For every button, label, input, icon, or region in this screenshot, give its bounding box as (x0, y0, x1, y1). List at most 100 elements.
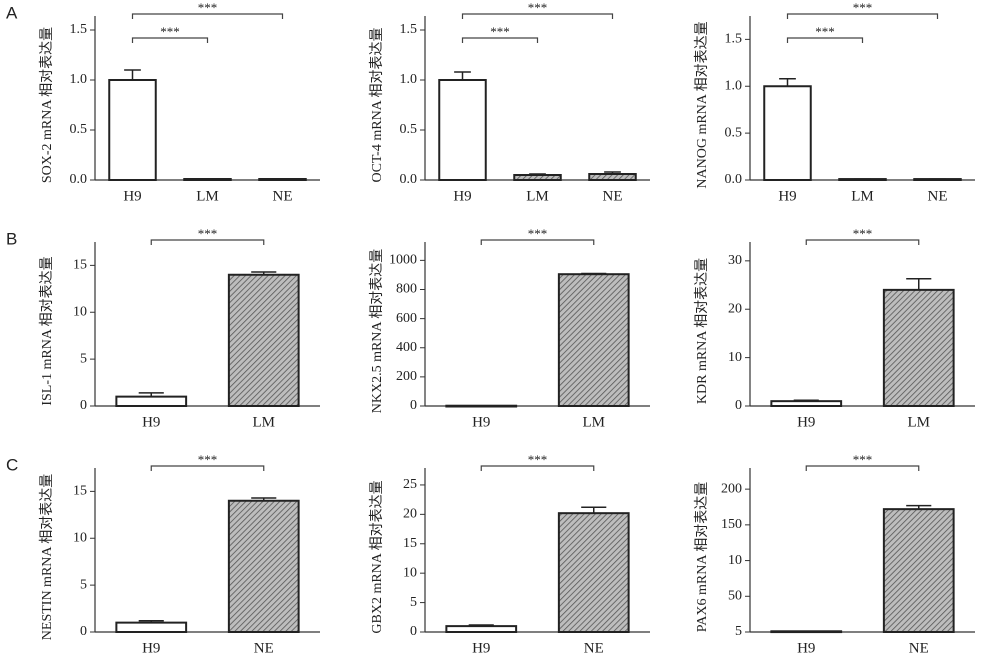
significance-bracket (805, 239, 920, 245)
y-tick-label: 10 (73, 530, 87, 545)
y-tick-label: 15 (73, 258, 87, 273)
y-tick-label: 10 (728, 350, 742, 365)
bar (108, 79, 157, 181)
y-tick-label: 5 (735, 624, 742, 639)
y-tick-label: 20 (403, 507, 417, 522)
significance-label: *** (853, 226, 873, 241)
y-tick-label: 50 (728, 589, 742, 604)
y-tick-label: 800 (396, 282, 417, 297)
bar (882, 508, 955, 633)
y-tick-label: 15 (73, 484, 87, 499)
bar (445, 404, 518, 408)
y-tick-label: 0.0 (400, 172, 418, 187)
x-tick-label: LM (583, 414, 606, 430)
bar (770, 630, 843, 634)
x-tick-label: NE (584, 640, 604, 656)
y-tick-label: 200 (721, 481, 742, 496)
y-tick-label: 0.5 (400, 122, 418, 137)
y-tick-label: 10 (403, 565, 417, 580)
y-tick-label: 5 (80, 577, 87, 592)
y-tick-label: 1.5 (725, 32, 743, 47)
x-tick-label: NE (603, 188, 623, 204)
y-axis-label: SOX-2 mRNA 相对表达量 (39, 27, 55, 183)
panel-label: A (6, 3, 18, 22)
y-tick-label: 1.0 (400, 72, 418, 87)
significance-label: *** (528, 452, 548, 467)
bar (513, 174, 562, 181)
x-tick-label: H9 (797, 414, 815, 430)
y-tick-label: 1.5 (400, 22, 418, 37)
bar (258, 178, 307, 181)
y-tick-label: 0 (80, 624, 87, 639)
y-axis-label: NKX2.5 mRNA 相对表达量 (369, 249, 385, 414)
panel-label: B (6, 229, 17, 248)
bar (557, 273, 630, 407)
y-tick-label: 400 (396, 340, 417, 355)
bar (227, 499, 300, 633)
x-tick-label: H9 (797, 640, 815, 656)
bar (588, 173, 637, 181)
significance-bracket (461, 37, 539, 43)
y-tick-label: 1.5 (70, 22, 88, 37)
y-tick-label: 200 (396, 369, 417, 384)
significance-bracket (480, 465, 595, 471)
significance-bracket (150, 239, 265, 245)
bar (115, 395, 188, 407)
y-tick-label: 10 (728, 553, 742, 568)
significance-label: *** (853, 452, 873, 467)
significance-bracket (150, 465, 265, 471)
bar (770, 400, 843, 407)
significance-bracket (786, 13, 939, 19)
bar (438, 79, 487, 181)
y-tick-label: 20 (728, 301, 742, 316)
y-tick-label: 150 (721, 517, 742, 532)
bar (557, 512, 630, 633)
significance-label: *** (853, 0, 873, 15)
y-tick-label: 1.0 (70, 72, 88, 87)
x-tick-label: NE (254, 640, 274, 656)
x-tick-label: H9 (142, 414, 160, 430)
significance-label: *** (490, 24, 510, 39)
x-tick-label: LM (253, 414, 276, 430)
y-tick-label: 0 (410, 624, 417, 639)
x-tick-label: LM (908, 414, 931, 430)
x-tick-label: H9 (778, 188, 796, 204)
significance-label: *** (198, 226, 218, 241)
y-tick-label: 30 (728, 253, 742, 268)
y-tick-label: 1000 (389, 253, 417, 268)
y-tick-label: 600 (396, 311, 417, 326)
bar (913, 178, 962, 181)
significance-bracket (786, 37, 864, 43)
x-tick-label: NE (928, 188, 948, 204)
x-tick-label: H9 (142, 640, 160, 656)
bar (227, 273, 300, 407)
significance-bracket (480, 239, 595, 245)
y-axis-label: OCT-4 mRNA 相对表达量 (369, 27, 385, 182)
x-tick-label: H9 (472, 640, 490, 656)
significance-bracket (805, 465, 920, 471)
y-tick-label: 0.5 (70, 122, 88, 137)
y-tick-label: 10 (73, 304, 87, 319)
y-tick-label: 0.0 (725, 172, 743, 187)
significance-label: *** (198, 452, 218, 467)
y-axis-label: NANOG mRNA 相对表达量 (694, 21, 710, 188)
y-axis-label: KDR mRNA 相对表达量 (694, 258, 710, 404)
significance-bracket (461, 13, 614, 19)
significance-label: *** (528, 226, 548, 241)
significance-label: *** (815, 24, 835, 39)
y-axis-label: NESTIN mRNA 相对表达量 (39, 474, 55, 640)
x-tick-label: NE (273, 188, 293, 204)
y-axis-label: PAX6 mRNA 相对表达量 (694, 482, 710, 632)
significance-label: *** (198, 0, 218, 15)
y-tick-label: 0 (410, 398, 417, 413)
panel-label: C (6, 455, 18, 474)
significance-bracket (131, 37, 209, 43)
bar (183, 178, 232, 181)
significance-bracket (131, 13, 284, 19)
x-tick-label: H9 (123, 188, 141, 204)
y-axis-label: GBX2 mRNA 相对表达量 (369, 480, 385, 633)
y-tick-label: 25 (403, 477, 417, 492)
bar (445, 625, 518, 634)
bar (115, 621, 188, 633)
